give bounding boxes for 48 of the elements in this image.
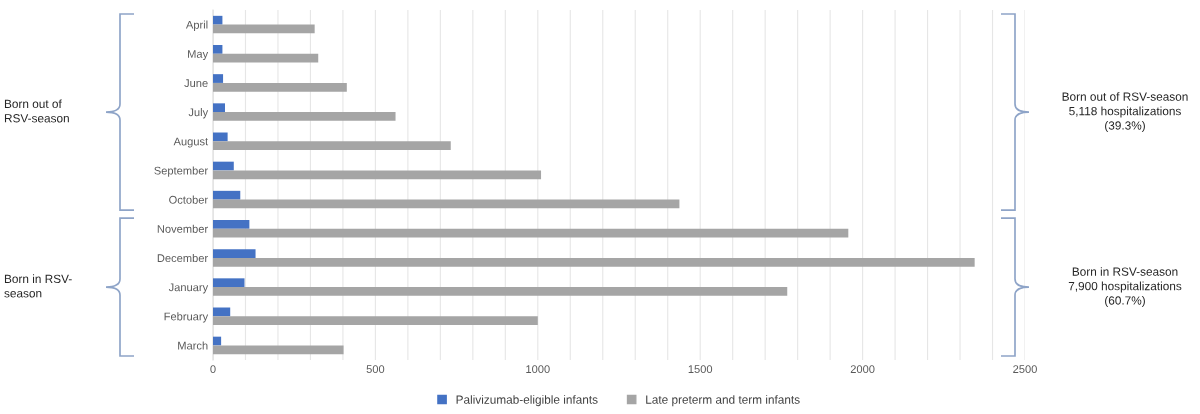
bar: [213, 53, 319, 63]
bar: [213, 24, 315, 34]
bar: [213, 220, 250, 229]
legend-label: Late preterm and term infants: [646, 395, 800, 407]
x-tick-label: 1000: [526, 365, 550, 374]
bar: [213, 278, 245, 288]
y-tick-label: November: [157, 224, 208, 233]
x-tick-label: 0: [210, 365, 216, 374]
y-tick-label: December: [157, 253, 208, 263]
bar: [213, 287, 788, 296]
bar: [213, 15, 223, 25]
y-tick-label: March: [178, 341, 208, 350]
bar: [213, 307, 231, 317]
bar: [213, 103, 226, 113]
x-tick-label: 500: [366, 365, 385, 374]
bar: [213, 112, 396, 121]
text: Born out of RSV-season 5,118 hospitalizations (39.3%): [1062, 92, 1188, 133]
y-tick-label: February: [164, 312, 209, 323]
y-tick-label: July: [188, 108, 209, 119]
y-tick-label: October: [169, 195, 208, 204]
legend-label: Palivizumab-eligible infants: [456, 395, 598, 407]
bar: [213, 257, 975, 267]
bar: [213, 316, 538, 325]
bar: [213, 74, 224, 83]
y-tick-label: January: [168, 283, 209, 294]
y-tick-label: September: [154, 166, 208, 177]
bar: [213, 132, 228, 142]
y-tick-label: August: [173, 137, 209, 148]
bar: [213, 345, 344, 355]
y-tick-label: May: [188, 50, 209, 61]
text: Born in RSV-season 7,900 hospitalizations (60.7%): [1068, 267, 1182, 308]
bar: [213, 249, 256, 258]
bar: [213, 141, 451, 150]
text: Born in RSV- season: [4, 274, 72, 298]
bar: [213, 170, 542, 180]
bar: [213, 199, 680, 209]
bar: [213, 161, 234, 171]
x-tick-label: 1500: [688, 365, 713, 374]
x-tick-label: 2000: [850, 365, 875, 374]
y-tick-label: June: [184, 79, 208, 88]
y-tick-label: April: [185, 20, 208, 31]
bar: [213, 190, 241, 200]
bar: [213, 82, 347, 92]
bar: [213, 45, 223, 54]
bar: [213, 228, 849, 238]
bar: [213, 336, 222, 346]
x-tick-label: 2500: [1013, 365, 1037, 374]
text: Born out of RSV-season: [4, 99, 69, 123]
